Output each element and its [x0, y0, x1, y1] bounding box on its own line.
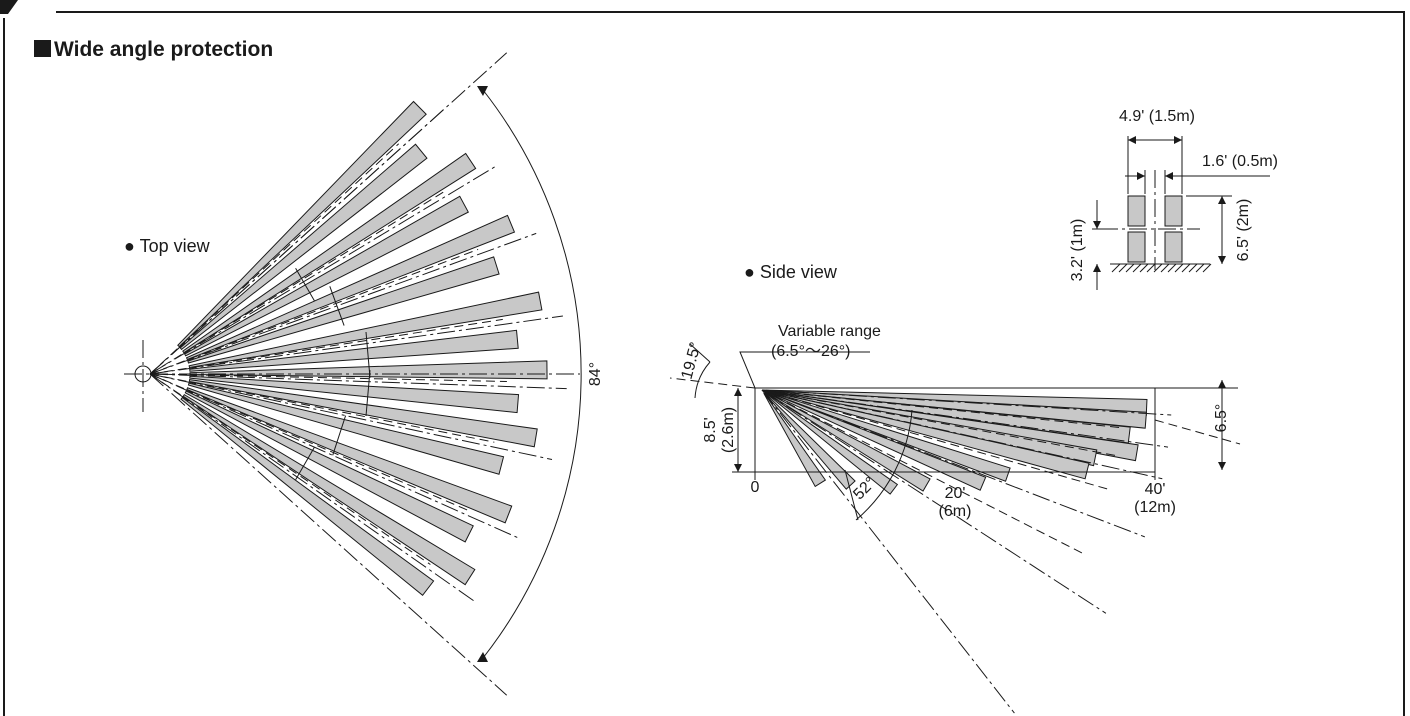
floor-hatch	[1111, 263, 1212, 273]
detection-zone	[186, 387, 513, 524]
detection-zone	[184, 195, 469, 357]
distance-zero-label: 0	[751, 479, 760, 496]
detection-zone	[182, 152, 477, 354]
target-width-inner-label: 1.6' (0.5m)	[1202, 153, 1278, 170]
height-m-label: (2.6m)	[720, 407, 737, 453]
angle-6-5-label: 6.5°	[1213, 404, 1230, 433]
target-detail: 4.9' (1.5m) 1.6' (0.5m) 6.5' (2m) 3.2' (…	[1069, 108, 1278, 290]
distance-mid-ft-label: 20'	[945, 485, 966, 502]
detection-zone	[184, 390, 474, 543]
target-block	[1127, 195, 1146, 227]
detection-zone	[189, 329, 519, 372]
side-view-label: ● Side view	[744, 262, 838, 282]
target-width-outer-label: 4.9' (1.5m)	[1119, 108, 1195, 125]
title-square-icon	[34, 40, 51, 57]
distance-far-ft-label: 40'	[1145, 481, 1166, 498]
top-view-label: ● Top view	[124, 236, 211, 256]
target-height-half-label: 3.2' (1m)	[1069, 219, 1086, 282]
target-block	[1127, 231, 1146, 263]
detection-zone	[187, 256, 500, 364]
target-block	[1164, 231, 1183, 263]
distance-mid-m-label: (6m)	[939, 503, 972, 520]
detection-zone	[188, 379, 538, 448]
variable-range-value: (6.5°～26°)	[771, 343, 851, 360]
target-block	[1164, 195, 1183, 227]
top-view-zones	[149, 52, 580, 696]
detection-zone	[189, 375, 520, 414]
angle-84-label: 84°	[587, 362, 604, 386]
detection-zone	[185, 214, 516, 361]
top-view: ● Top view 84°	[124, 52, 604, 696]
distance-far-m-label: (12m)	[1134, 499, 1176, 516]
side-view: ● Side view Variable range (6.5°～26°) 19…	[669, 262, 1241, 714]
section-title: Wide angle protection	[34, 38, 273, 61]
height-ft-label: 8.5'	[702, 417, 719, 442]
detection-zone	[182, 393, 476, 586]
detection-zone	[180, 396, 435, 597]
detection-zone	[187, 382, 505, 475]
page-title: Wide angle protection	[54, 38, 273, 61]
side-view-zones	[761, 389, 1172, 714]
detection-zone	[177, 100, 427, 348]
angle-arc	[482, 89, 582, 659]
detection-zone	[179, 143, 428, 351]
detection-zone	[188, 291, 543, 369]
sensor-icon	[124, 340, 166, 412]
variable-range-label: Variable range	[778, 323, 881, 340]
target-height-total-label: 6.5' (2m)	[1235, 199, 1252, 262]
